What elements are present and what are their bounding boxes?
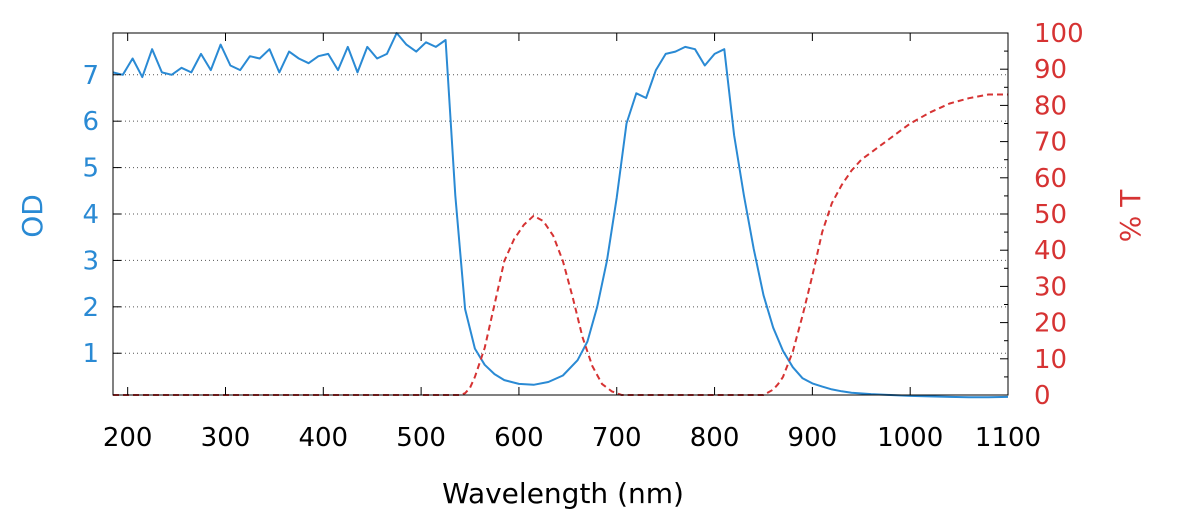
right-axis-tick-label: 80 xyxy=(1034,91,1067,121)
x-axis-tick-label: 400 xyxy=(298,423,348,453)
right-axis-tick-label: 40 xyxy=(1034,236,1067,266)
right-axis-tick-label: 70 xyxy=(1034,128,1067,158)
left-axis-tick-label: 7 xyxy=(82,61,99,91)
right-axis-title: % T xyxy=(1114,189,1147,243)
right-axis-tick-label: 10 xyxy=(1034,345,1067,375)
right-axis-tick-label: 90 xyxy=(1034,55,1067,85)
x-axis-tick-label: 1000 xyxy=(877,423,943,453)
right-axis-tick-label: 20 xyxy=(1034,309,1067,339)
x-axis-tick-label: 900 xyxy=(788,423,838,453)
left-axis-tick-label: 1 xyxy=(82,339,99,369)
transmission-series-line xyxy=(113,93,1008,396)
grid-lines xyxy=(113,74,1008,354)
x-axis-tick-label: 800 xyxy=(690,423,740,453)
x-axis-title: Wavelength (nm) xyxy=(442,477,684,510)
left-axis-tick-label: 5 xyxy=(82,154,99,184)
right-axis-tick-label: 100 xyxy=(1034,19,1084,49)
left-axis-tick-label: 3 xyxy=(82,246,99,276)
od-series-line xyxy=(112,32,1009,399)
right-axis-tick-label: 60 xyxy=(1034,164,1067,194)
right-axis-minor-ticks xyxy=(1004,50,1008,378)
left-axis-tick-label: 4 xyxy=(82,200,99,230)
left-axis-title: OD xyxy=(16,194,49,238)
left-axis-tick-label: 2 xyxy=(82,293,99,323)
x-axis-tick-label: 700 xyxy=(592,423,642,453)
right-axis-tick-label: 30 xyxy=(1034,272,1067,302)
x-axis-tick-label: 600 xyxy=(494,423,544,453)
right-axis-tick-label: 0 xyxy=(1034,381,1051,411)
x-axis-tick-label: 500 xyxy=(396,423,446,453)
right-axis-tick-label: 50 xyxy=(1034,200,1067,230)
left-axis-tick-label: 6 xyxy=(82,107,99,137)
data-series xyxy=(112,32,1009,399)
tick-labels: 1 2 3 4 5 6 7 200 300 400 500 600 700 800 900 1000 1100 0… xyxy=(82,19,1083,453)
x-axis-tick-label: 1100 xyxy=(975,423,1041,453)
x-axis-tick-label: 300 xyxy=(201,423,251,453)
x-axis-tick-label: 200 xyxy=(103,423,153,453)
